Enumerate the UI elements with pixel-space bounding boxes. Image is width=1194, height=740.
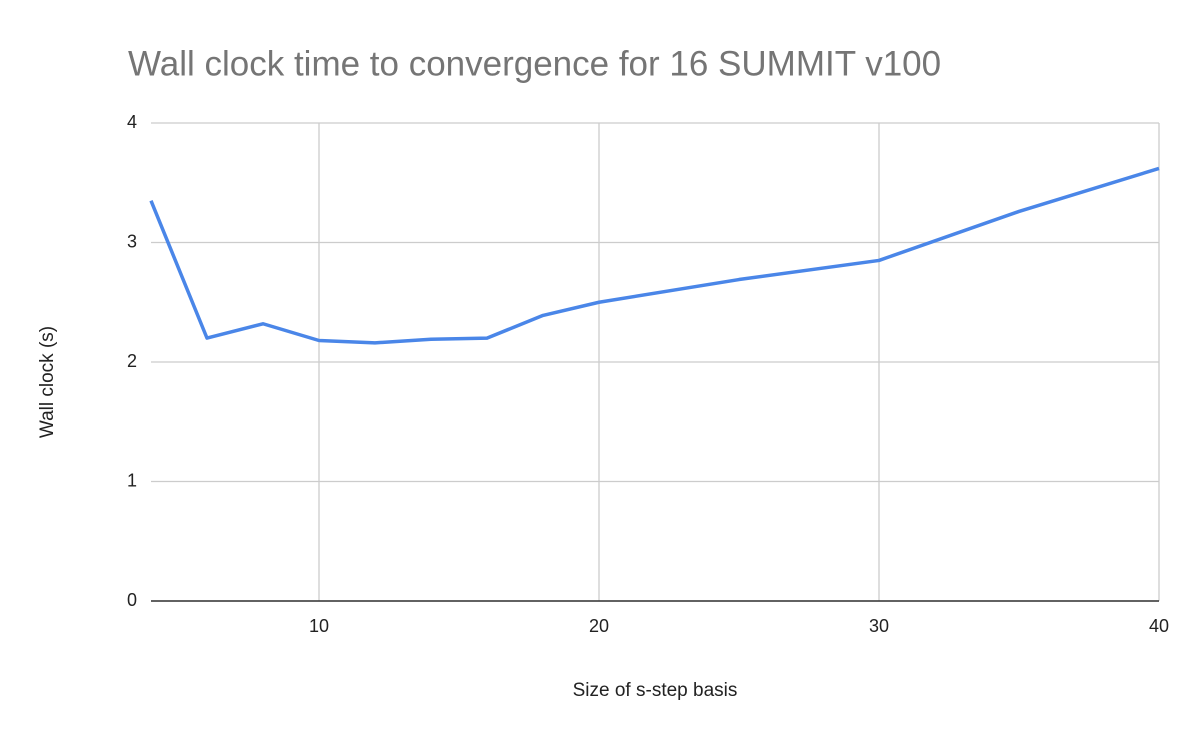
x-tick-label: 30 — [869, 616, 889, 636]
y-tick-label: 1 — [127, 470, 137, 490]
y-tick-label: 4 — [127, 112, 137, 132]
y-tick-label: 2 — [127, 351, 137, 371]
y-tick-label: 3 — [127, 231, 137, 251]
data-line — [149, 166, 1160, 345]
x-axis-label: Size of s-step basis — [573, 680, 738, 701]
x-tick-label: 10 — [309, 616, 329, 636]
x-tick-label: 40 — [1149, 616, 1169, 636]
y-axis-label: Wall clock (s) — [37, 326, 58, 438]
chart-title: Wall clock time to convergence for 16 SU… — [128, 44, 941, 83]
x-tick-label: 20 — [589, 616, 609, 636]
y-tick-label: 0 — [127, 590, 137, 610]
